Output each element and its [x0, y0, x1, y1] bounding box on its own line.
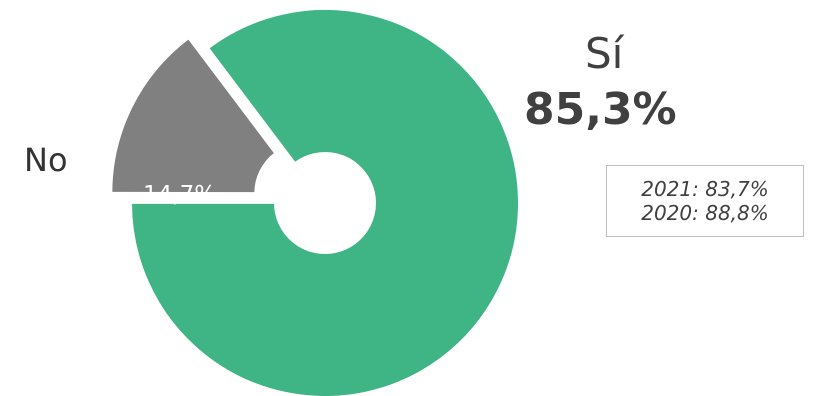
slice-value-no: 14,7%	[143, 182, 217, 208]
comparison-2021: 2021: 83,7%	[641, 177, 769, 201]
slice-value-si: 85,3%	[524, 84, 677, 135]
slice-label-si: Sí	[585, 29, 624, 78]
slice-no	[110, 36, 277, 195]
slice-si	[129, 8, 520, 396]
slice-label-no: No	[24, 141, 68, 179]
comparison-box: 2021: 83,7% 2020: 88,8%	[606, 165, 804, 237]
comparison-2020: 2020: 88,8%	[641, 201, 769, 225]
